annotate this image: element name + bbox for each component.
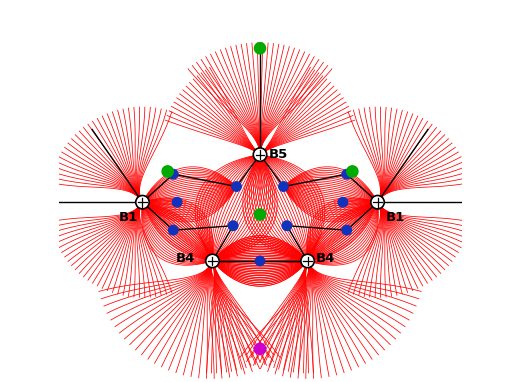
Circle shape [232, 182, 241, 191]
Text: B1: B1 [386, 211, 405, 224]
Circle shape [254, 209, 266, 220]
Circle shape [162, 166, 173, 177]
Text: B1: B1 [119, 211, 138, 224]
Circle shape [254, 43, 266, 54]
Circle shape [254, 343, 266, 354]
Circle shape [342, 170, 352, 179]
Circle shape [371, 196, 384, 209]
Circle shape [136, 196, 149, 209]
Circle shape [206, 254, 219, 268]
Circle shape [347, 166, 358, 177]
Circle shape [168, 225, 178, 235]
Circle shape [253, 148, 267, 161]
Circle shape [168, 170, 178, 179]
Text: B4: B4 [176, 252, 196, 265]
Text: B5: B5 [268, 148, 288, 161]
Circle shape [338, 197, 347, 207]
Text: B4: B4 [316, 252, 335, 265]
Circle shape [279, 182, 288, 191]
Circle shape [301, 254, 314, 268]
Circle shape [282, 221, 292, 230]
Circle shape [255, 256, 265, 266]
Circle shape [342, 225, 352, 235]
Circle shape [228, 221, 238, 230]
Circle shape [173, 197, 182, 207]
